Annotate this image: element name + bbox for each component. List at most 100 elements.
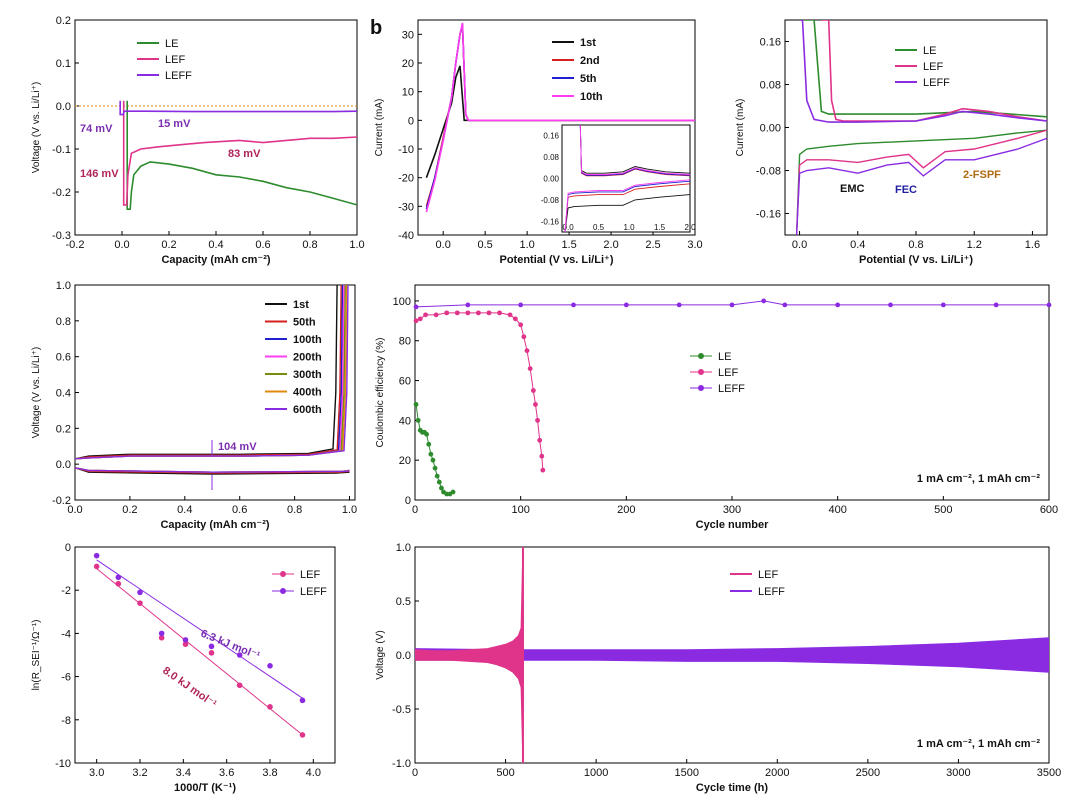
fit-line-LEF (96, 568, 303, 736)
point-LEF (236, 682, 243, 689)
point-LEFF (182, 637, 189, 643)
y-tick-label: -1.0 (392, 758, 411, 770)
y-tick-label: 0.0 (56, 459, 71, 471)
x-axis-label: Capacity (mAh cm⁻²) (160, 519, 269, 531)
inset-y-tick-label: -0.08 (541, 196, 560, 205)
point-LEFF (940, 302, 946, 308)
point-LEF (533, 402, 538, 407)
x-tick-label: 4.0 (306, 767, 321, 779)
point-LEFF (115, 574, 122, 581)
y-tick-label: -2 (61, 585, 71, 597)
point-LEFF (835, 302, 841, 308)
plot-frame (784, 19, 1048, 236)
y-tick-label: 60 (399, 376, 411, 388)
point-LE (439, 485, 444, 491)
point-LEF (417, 316, 423, 322)
legend-label: 10th (580, 91, 603, 103)
point-LEFF (413, 304, 419, 310)
x-tick-label: 3000 (946, 767, 970, 779)
x-tick-label: 1000 (584, 767, 608, 779)
x-tick-label: 0.0 (436, 239, 451, 251)
x-tick-label: 0.4 (177, 504, 192, 516)
y-tick-label: -20 (398, 173, 414, 185)
x-tick-label: 200 (617, 504, 635, 516)
legend-label: 200th (293, 352, 322, 364)
inset-curve (564, 183, 690, 232)
y-tick-label: 0.5 (396, 596, 411, 608)
panel-label-b: b (370, 17, 382, 39)
y-axis-label: Voltage (V vs. Li/Li⁺) (31, 82, 42, 173)
point-LEF (115, 580, 122, 587)
annotation: 15 mV (158, 118, 191, 130)
annotation: 8.0 kJ mol⁻¹ (160, 665, 218, 711)
y-tick-label: -0.16 (756, 209, 781, 221)
x-tick-label: -0.2 (66, 239, 85, 251)
point-LEF (423, 312, 428, 318)
series-line-LEFF (119, 100, 357, 116)
chart-b: 0.0 0.5 1.0 1.5 2.0 2.5 3.0 -40 -30 -20 -10 0 10 20 30… (374, 19, 703, 266)
point-LEFF (267, 663, 273, 669)
point-LEF (540, 467, 546, 473)
x-tick-label: 2.0 (603, 239, 618, 251)
inset-curve (579, 125, 690, 174)
y-axis-label: Coulombic efficiency (%) (375, 338, 386, 448)
point-LEF (137, 600, 143, 606)
annotation: 1 mA cm⁻², 1 mAh cm⁻² (917, 738, 1040, 750)
x-tick-label: 0.2 (122, 504, 137, 516)
y-tick-label: 20 (399, 455, 411, 467)
x-tick-label: 100 (511, 504, 529, 516)
legend-label: LEFF (758, 586, 785, 598)
annotation: FEC (895, 184, 917, 196)
series-line-50th (75, 285, 342, 460)
inset-x-tick-label: 2.0 (684, 223, 696, 232)
x-tick-label: 3500 (1037, 767, 1061, 779)
annotation: 6.3 kJ mol⁻¹ (199, 628, 262, 663)
series-line-1st (75, 285, 338, 460)
x-tick-label: 0.0 (792, 239, 807, 251)
inset-x-tick-label: 0.0 (563, 223, 575, 232)
y-tick-label: 80 (399, 336, 411, 348)
point-LEF (527, 366, 533, 372)
legend-label: LEF (718, 367, 738, 379)
point-LEF (465, 310, 471, 316)
y-tick-label: 0.08 (760, 80, 781, 92)
y-axis-label: Voltage (V) (375, 630, 386, 679)
point-LE (428, 451, 434, 457)
point-LEFF (93, 552, 100, 559)
point-LEF (512, 316, 518, 322)
legend-label: 1st (293, 299, 309, 311)
point-LEF (535, 417, 540, 423)
point-LEF (521, 334, 527, 340)
inset-curve (564, 194, 690, 232)
point-LE (413, 402, 419, 407)
x-tick-label: 1.0 (349, 239, 364, 251)
inset-y-tick-label: 0.08 (543, 153, 559, 162)
point-LEF (93, 563, 100, 570)
legend-label: LE (718, 351, 731, 363)
x-tick-label: 0.2 (161, 239, 176, 251)
x-axis-label: Potential (V vs. Li/Li⁺) (500, 254, 614, 266)
inset-x-tick-label: 0.5 (593, 223, 605, 232)
y-tick-label: 0.1 (56, 58, 71, 70)
y-tick-label: -8 (61, 715, 71, 727)
point-LEFF (729, 302, 735, 308)
x-tick-label: 3.2 (132, 767, 147, 779)
annotation: 74 mV (80, 123, 113, 135)
legend-marker (280, 571, 286, 577)
y-tick-label: -10 (55, 758, 71, 770)
x-tick-label: 500 (496, 767, 514, 779)
x-tick-label: 1.5 (561, 239, 576, 251)
y-tick-label: -30 (398, 201, 414, 213)
legend-label: 400th (293, 387, 322, 399)
y-tick-label: 0.4 (56, 388, 71, 400)
x-tick-label: 3.0 (687, 239, 702, 251)
x-axis-label: 1000/T (K⁻¹) (174, 782, 236, 794)
series-line-LEFF (799, 20, 1047, 123)
point-LEF (158, 634, 165, 641)
series-line-LE (126, 100, 357, 210)
legend-label: LE (923, 45, 936, 57)
x-axis-label: Cycle number (696, 519, 769, 531)
y-tick-label: -0.1 (52, 144, 71, 156)
y-tick-label: 100 (393, 296, 411, 308)
